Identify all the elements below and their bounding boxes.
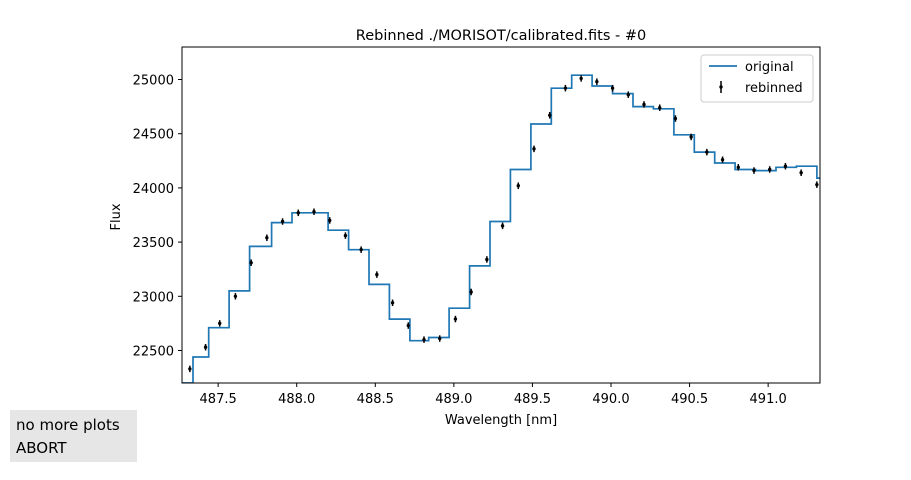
rebinned-point: [563, 84, 568, 92]
legend-rebinned-marker: [719, 85, 723, 89]
rebinned-point: [375, 271, 379, 278]
y-tick-label: 24000: [133, 182, 174, 197]
rebinned-point: [218, 320, 222, 327]
y-tick-label: 23500: [133, 236, 174, 251]
rebinned-point: [343, 232, 348, 239]
rebinned-point: [422, 336, 426, 343]
x-tick-label: 489.5: [514, 392, 551, 407]
rebinned-point: [296, 209, 300, 217]
y-tick-label: 23000: [133, 290, 174, 305]
rebinned-point: [673, 115, 678, 122]
x-tick-label: 487.5: [200, 392, 237, 407]
x-tick-label: 489.0: [435, 392, 472, 407]
abort-button[interactable]: ABORT: [16, 439, 67, 457]
rebinned-point: [705, 148, 709, 156]
rebinned-point: [626, 91, 630, 98]
y-tick-label: 24500: [133, 128, 174, 143]
x-tick-label: 488.0: [278, 392, 315, 407]
rebinned-point: [328, 217, 332, 224]
legend-rebinned-label: rebinned: [745, 81, 803, 96]
rebinned-point: [312, 208, 316, 215]
plot-area: [182, 74, 820, 383]
rebinned-point: [265, 234, 269, 242]
x-tick-label: 490.0: [592, 392, 629, 407]
rebinned-point: [736, 164, 740, 171]
rebinned-point: [658, 104, 662, 111]
rebinned-point: [280, 218, 285, 225]
chart-title: Rebinned ./MORISOT/calibrated.fits - #0: [356, 28, 646, 44]
rebinned-point: [689, 133, 693, 141]
x-axis: 487.5 488.0 488.5 489.0 489.5 490.0 490.5 491.0: [200, 383, 787, 407]
rebinned-point: [500, 222, 505, 230]
axes-frame: [181, 46, 821, 384]
y-axis: 22500 23000 23500 24000 24500 25000: [133, 74, 182, 359]
rebinned-point: [548, 112, 552, 119]
rebinned-point: [752, 167, 756, 174]
rebinned-point: [579, 75, 583, 82]
x-axis-label: Wavelength [nm]: [445, 413, 557, 428]
rebinned-point: [203, 343, 208, 351]
rebinned-point: [610, 84, 615, 92]
rebinned-point: [532, 145, 536, 153]
rebinned-point: [720, 156, 725, 163]
rebinned-point: [469, 288, 473, 296]
rebinned-point: [799, 169, 803, 176]
rebinned-point: [188, 365, 192, 373]
rebinned-point: [390, 299, 395, 307]
rebinned-point: [815, 181, 819, 188]
rebinned-point: [768, 166, 772, 173]
rebinned-point: [783, 162, 788, 170]
rebinned-point: [485, 256, 489, 263]
rebinned-point: [438, 335, 442, 342]
x-tick-label: 491.0: [750, 392, 787, 407]
y-tick-label: 22500: [133, 344, 174, 359]
no-more-plots-button[interactable]: no more plots: [16, 416, 120, 434]
rebinned-point: [642, 101, 646, 108]
rebinned-point: [516, 182, 520, 189]
rebinned-point: [233, 293, 238, 300]
series-original-line: [182, 74, 820, 383]
y-axis-label: Flux: [109, 203, 124, 230]
rebinned-point: [249, 259, 253, 266]
x-tick-label: 488.5: [357, 392, 394, 407]
rebinned-point: [595, 78, 599, 85]
rebinned-point: [453, 315, 458, 323]
legend-original-label: original: [745, 60, 794, 75]
legend: original rebinned: [700, 54, 814, 103]
x-tick-label: 490.5: [671, 392, 708, 407]
y-tick-label: 25000: [133, 74, 174, 89]
plot-controls: no more plots ABORT: [10, 410, 137, 462]
rebinned-point: [406, 322, 410, 329]
rebinned-point: [359, 246, 363, 253]
